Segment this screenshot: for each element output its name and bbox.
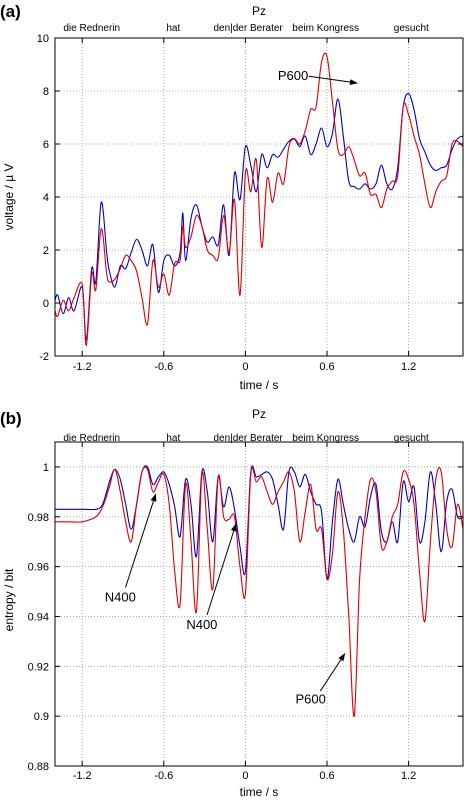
panel-a: (a) Pz time / s voltage / µ V -1.2 -0.6 0 0… bbox=[0, 2, 464, 392]
y-tick-label: 0.9 bbox=[34, 711, 49, 723]
x-tick-label: 1.2 bbox=[401, 770, 416, 782]
y-tick-label: 0.92 bbox=[28, 661, 49, 673]
x-tick-label: -1.2 bbox=[73, 361, 92, 373]
x-tick-label: 0.6 bbox=[319, 361, 334, 373]
y-tick-label: 0.94 bbox=[28, 611, 49, 623]
x-tick-label: 0 bbox=[242, 361, 248, 373]
annotation-label: N400 bbox=[186, 617, 217, 632]
chart-title: Pz bbox=[252, 407, 266, 421]
x-tick-label: -1.2 bbox=[73, 770, 92, 782]
plot-frame bbox=[54, 441, 464, 767]
x-axis-label: time / s bbox=[240, 378, 279, 392]
annotation-label: P600 bbox=[278, 68, 308, 83]
word-label: beim Kongress bbox=[292, 23, 359, 34]
y-tick-label: 0.88 bbox=[28, 761, 49, 773]
word-label: gesucht bbox=[394, 23, 429, 34]
word-label: den|der Berater bbox=[213, 433, 283, 444]
series-line-1 bbox=[55, 466, 463, 717]
word-label: hat bbox=[166, 433, 180, 444]
x-axis-label: time / s bbox=[240, 785, 279, 799]
annotation-arrow bbox=[308, 75, 358, 86]
annotation-label: N400 bbox=[105, 590, 136, 605]
y-axis-label: voltage / µ V bbox=[2, 164, 16, 231]
word-label: beim Kongress bbox=[292, 433, 359, 444]
y-tick-label: 10 bbox=[37, 33, 49, 45]
word-label: die Rednerin bbox=[63, 23, 120, 34]
x-tick-label: 0.6 bbox=[319, 770, 334, 782]
y-tick-label: 0 bbox=[43, 298, 49, 310]
y-tick-label: 2 bbox=[43, 245, 49, 257]
series-line-0 bbox=[55, 465, 463, 580]
x-tick-label: 1.2 bbox=[401, 361, 416, 373]
chart-title: Pz bbox=[252, 4, 266, 18]
word-label: den|der Berater bbox=[213, 23, 283, 34]
panel-label: (b) bbox=[0, 409, 22, 428]
x-tick-label: -0.6 bbox=[154, 361, 173, 373]
y-tick-label: 4 bbox=[43, 192, 49, 204]
y-tick-label: 8 bbox=[43, 86, 49, 98]
y-axis-label: entropy / bit bbox=[2, 568, 16, 631]
x-tick-label: 0 bbox=[242, 770, 248, 782]
annotation-arrow bbox=[125, 493, 157, 588]
y-tick-label: 0.96 bbox=[28, 562, 49, 574]
y-tick-label: 6 bbox=[43, 139, 49, 151]
annotation-label: P600 bbox=[295, 692, 325, 707]
annotation-arrow bbox=[206, 523, 237, 616]
word-label: gesucht bbox=[394, 433, 429, 444]
panel-label: (a) bbox=[0, 2, 21, 21]
annotation-arrow bbox=[319, 653, 346, 692]
y-tick-label: 0.98 bbox=[28, 512, 49, 524]
word-label: hat bbox=[166, 23, 180, 34]
panel-b: (b) Pz time / s entropy / bit -1.2 -0.6 0 0… bbox=[0, 407, 464, 799]
series-line-1 bbox=[55, 52, 463, 346]
y-tick-label: -2 bbox=[39, 351, 49, 363]
x-tick-label: -0.6 bbox=[154, 770, 173, 782]
y-tick-label: 1 bbox=[43, 462, 49, 474]
word-label: die Rednerin bbox=[63, 433, 120, 444]
